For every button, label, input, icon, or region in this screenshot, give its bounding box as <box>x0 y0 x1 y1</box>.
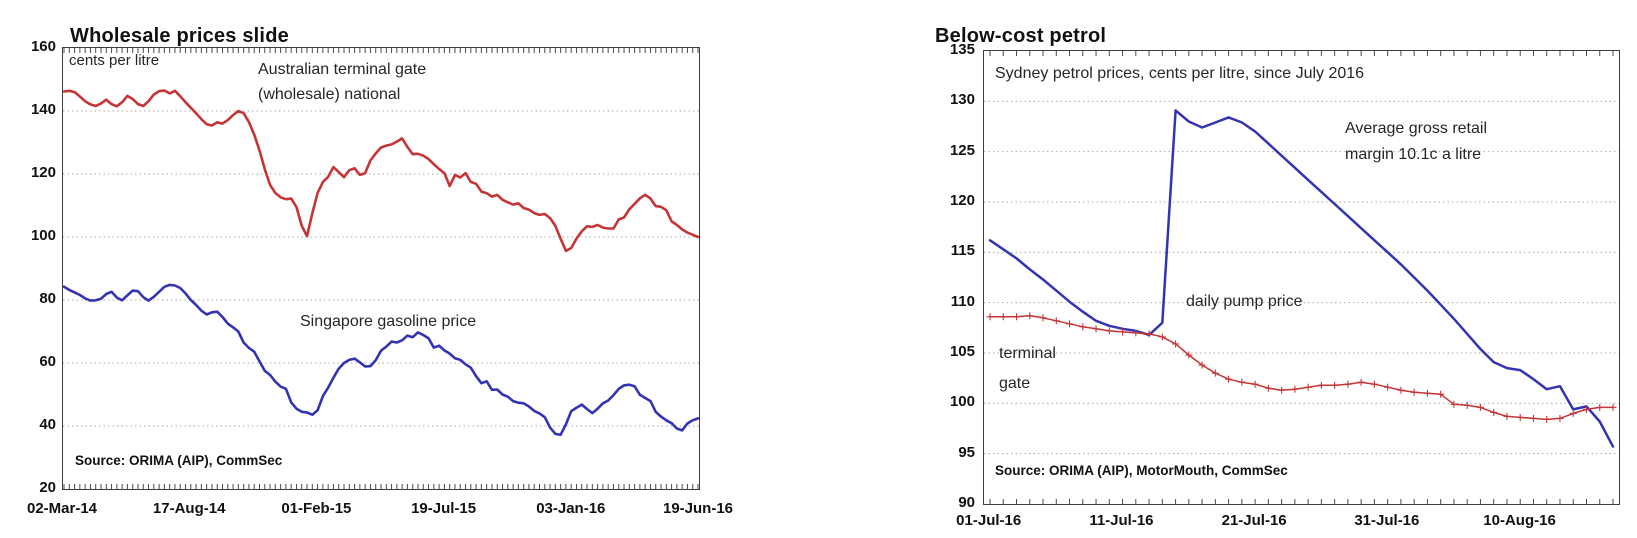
petrol-x-tick: 31-Jul-16 <box>1354 512 1420 529</box>
wholesale-source: Source: ORIMA (AIP), CommSec <box>75 453 283 468</box>
red-series-label-line2: (wholesale) national <box>258 86 401 103</box>
petrol-y-tick: 130 <box>949 91 975 109</box>
wholesale-plot-canvas <box>63 48 699 489</box>
retail-margin-note-line2: margin 10.1c a litre <box>1345 146 1482 163</box>
petrol-series <box>988 109 1615 448</box>
wholesale-y-tick: 40 <box>39 416 56 433</box>
wholesale-y-axis: 160 140 120 100 80 60 40 20 <box>6 38 56 496</box>
wholesale-x-tick: 03-Jan-16 <box>536 500 606 517</box>
wholesale-series <box>63 283 699 437</box>
wholesale-x-tick: 02-Mar-14 <box>26 500 98 517</box>
petrol-y-tick: 100 <box>949 393 975 411</box>
petrol-x-axis: 01-Jul-16 11-Jul-16 21-Jul-16 31-Jul-16 10-A… <box>956 512 1620 534</box>
wholesale-plot <box>62 47 700 490</box>
petrol-y-tick: 95 <box>958 443 975 461</box>
wholesale-x-tick: 19-Jun-16 <box>662 500 734 517</box>
wholesale-x-axis: 02-Mar-14 17-Aug-14 01-Feb-15 19-Jul-15 03-J… <box>27 500 733 522</box>
petrol-source: Source: ORIMA (AIP), MotorMouth, CommSec <box>995 463 1288 478</box>
petrol-plot-canvas <box>984 51 1619 504</box>
wholesale-unit-label: cents per litre <box>69 52 160 69</box>
petrol-y-tick: 105 <box>949 343 975 360</box>
wholesale-y-tick: 120 <box>30 164 56 181</box>
petrol-y-axis: 135 130 125 120 115 110 105 100 95 90 <box>925 41 975 511</box>
wholesale-y-tick: 20 <box>39 479 56 496</box>
terminal-gate-label-line2: gate <box>999 375 1031 392</box>
petrol-plot <box>983 50 1620 505</box>
petrol-y-tick: 110 <box>950 292 975 310</box>
blue-series-label: Singapore gasoline price <box>300 313 477 330</box>
wholesale-title: Wholesale prices slide <box>70 24 289 47</box>
wholesale-y-tick: 100 <box>30 227 56 244</box>
petrol-x-tick: 11-Jul-16 <box>1089 512 1154 529</box>
petrol-x-tick: 01-Jul-16 <box>956 512 1022 529</box>
terminal-gate-label-line1: terminal <box>999 345 1056 362</box>
red-series-label-line1: Australian terminal gate <box>258 61 427 78</box>
petrol-title: Below-cost petrol <box>935 24 1107 47</box>
petrol-y-tick: 120 <box>949 192 975 209</box>
wholesale-x-tick: 17-Aug-14 <box>152 500 226 517</box>
wholesale-x-tick: 01-Feb-15 <box>281 500 352 517</box>
petrol-subtitle: Sydney petrol prices, cents per litre, s… <box>995 65 1365 82</box>
petrol-y-tick: 115 <box>950 242 975 260</box>
wholesale-y-tick: 60 <box>39 353 56 370</box>
retail-margin-note-line1: Average gross retail <box>1345 120 1487 137</box>
wholesale-series <box>63 89 699 253</box>
petrol-x-tick: 10-Aug-16 <box>1483 512 1556 529</box>
wholesale-y-tick: 80 <box>39 290 56 307</box>
petrol-y-tick: 90 <box>958 494 975 511</box>
pump-price-label: daily pump price <box>1186 293 1303 310</box>
petrol-x-tick: 21-Jul-16 <box>1221 512 1287 529</box>
wholesale-y-tick: 160 <box>30 38 56 55</box>
wholesale-x-tick: 19-Jul-15 <box>411 500 477 517</box>
petrol-y-tick: 125 <box>949 141 975 159</box>
petrol-series <box>989 315 1614 421</box>
wholesale-y-tick: 140 <box>30 101 56 118</box>
